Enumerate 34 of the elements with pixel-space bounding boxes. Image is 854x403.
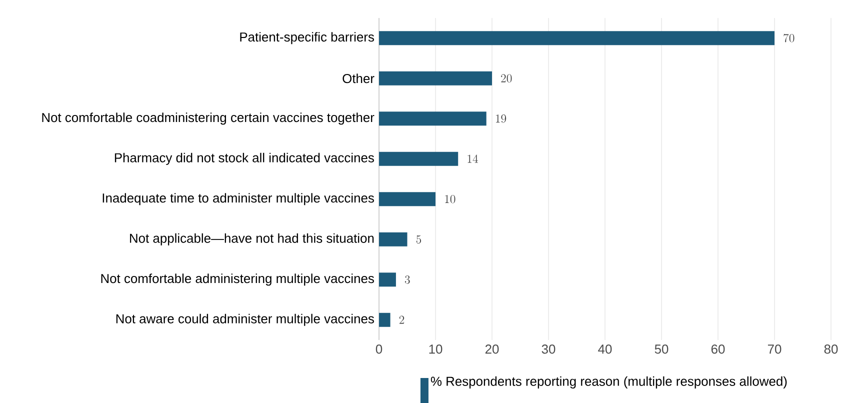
- y-tick-label: Not applicable—have not had this situation: [130, 233, 374, 246]
- x-tick-label: 30: [542, 344, 556, 354]
- y-tick-label: Not comfortable coadministering certain vaccines together: [42, 112, 374, 125]
- y-tick-label: Patient-specific barriers: [240, 32, 374, 44]
- data-label: 5: [416, 235, 422, 244]
- data-label: 10: [445, 195, 456, 204]
- y-tick-label: Inadequate time to administer multiple vaccines: [102, 193, 374, 206]
- text: % Respondents reporting reason (multiple responses allowed): [430, 376, 787, 388]
- data-label: 19: [496, 114, 506, 123]
- bar: [379, 192, 436, 206]
- data-label: 70: [784, 34, 794, 42]
- y-tick-label: Not comfortable administering multiple vaccines: [101, 274, 374, 286]
- x-tick-label: 0: [376, 344, 382, 354]
- x-tick-label: 70: [768, 344, 782, 354]
- data-label: 20: [501, 74, 512, 82]
- x-tick-label: 20: [485, 344, 499, 354]
- x-tick-label: 40: [598, 344, 612, 354]
- x-tick-label: 60: [711, 344, 725, 354]
- x-tick-label: 80: [824, 344, 838, 354]
- bar: [379, 232, 408, 246]
- y-tick-label: Other: [342, 74, 374, 84]
- data-label: 14: [468, 154, 478, 163]
- data-label: 2: [399, 316, 404, 324]
- bar: [379, 312, 390, 327]
- bar: [379, 152, 458, 166]
- x-tick-label: 10: [429, 344, 442, 354]
- y-tick-label: Pharmacy did not stock all indicated vaccines: [114, 152, 374, 165]
- x-tick-label: 50: [654, 344, 668, 354]
- data-label: 3: [404, 276, 410, 284]
- y-tick-label: Not aware could administer multiple vaccines: [116, 314, 374, 326]
- bar: [379, 272, 396, 287]
- bar: [379, 112, 486, 126]
- bar: [379, 31, 775, 46]
- bar: [379, 71, 492, 86]
